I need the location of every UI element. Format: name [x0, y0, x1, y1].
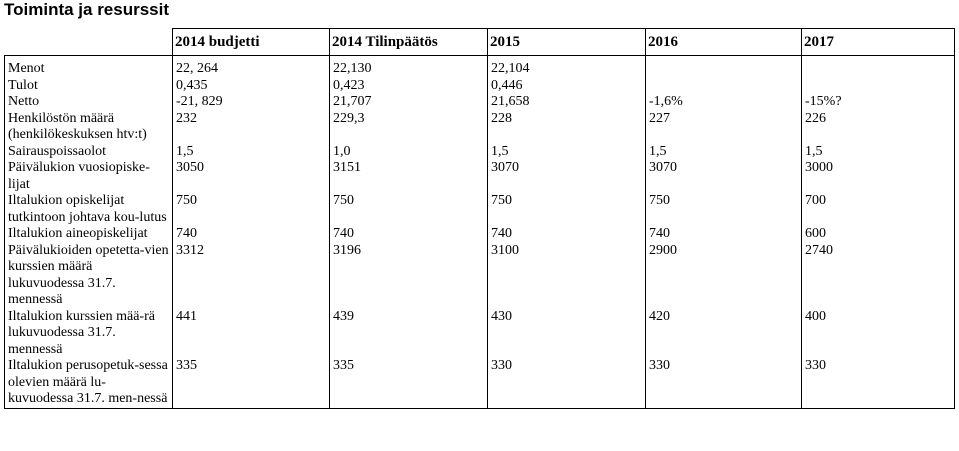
- table-cell: 740: [172, 226, 330, 243]
- table-row: Päivälukioiden opetetta-vien kurssien mä…: [4, 242, 955, 309]
- table-cell: 400: [801, 308, 955, 358]
- row-label: Menot: [4, 55, 173, 78]
- table-cell: 330: [645, 358, 802, 409]
- table-cell: [645, 55, 802, 78]
- table-cell: -1,6%: [645, 94, 802, 111]
- table-cell: 1,5: [801, 143, 955, 160]
- table-cell: 330: [801, 358, 955, 409]
- table-cell: -21, 829: [172, 94, 330, 111]
- table-cell: [801, 77, 955, 94]
- table-cell: 3070: [487, 160, 646, 193]
- row-label: Henkilöstön määrä (henkilökeskuksen htv:…: [4, 110, 173, 144]
- table-row: Tulot 0,435 0,423 0,446: [4, 77, 955, 94]
- table-cell: 2740: [801, 242, 955, 309]
- table-cell: 3196: [329, 242, 488, 309]
- row-label: Päivälukion vuosiopiske-lijat: [4, 160, 173, 193]
- header-2016: 2016: [645, 28, 802, 56]
- header-2015: 2015: [487, 28, 646, 56]
- header-empty: [4, 28, 173, 56]
- table-row: Päivälukion vuosiopiske-lijat 3050 3151 …: [4, 160, 955, 193]
- table-cell: 21,707: [329, 94, 488, 111]
- table-cell: 232: [172, 110, 330, 144]
- table-cell: 750: [329, 193, 488, 226]
- table-cell: 3151: [329, 160, 488, 193]
- table-row: Iltalukion opiskelijat tutkintoon johtav…: [4, 193, 955, 226]
- resources-table: 2014 budjetti 2014 Tilinpäätös 2015 2016…: [4, 28, 955, 409]
- table-cell: 700: [801, 193, 955, 226]
- table-cell: [645, 77, 802, 94]
- table-cell: [801, 55, 955, 78]
- row-label: Netto: [4, 94, 173, 111]
- row-label: Iltalukion opiskelijat tutkintoon johtav…: [4, 193, 173, 226]
- table-cell: 1,5: [172, 143, 330, 160]
- table-cell: 441: [172, 308, 330, 358]
- table-cell: 750: [172, 193, 330, 226]
- table-cell: 2900: [645, 242, 802, 309]
- table-cell: 335: [329, 358, 488, 409]
- table-cell: 3100: [487, 242, 646, 309]
- table-cell: 740: [329, 226, 488, 243]
- table-cell: 1,5: [487, 143, 646, 160]
- table-cell: 335: [172, 358, 330, 409]
- table-cell: 3000: [801, 160, 955, 193]
- row-label: Iltalukion kurssien mää-rä lukuvuodessa …: [4, 308, 173, 358]
- table-cell: 750: [645, 193, 802, 226]
- table-cell: 740: [645, 226, 802, 243]
- table-cell: 1,5: [645, 143, 802, 160]
- table-cell: 229,3: [329, 110, 488, 144]
- row-label: Iltalukion perusopetuk-sessa olevien mää…: [4, 358, 173, 409]
- table-cell: 226: [801, 110, 955, 144]
- table-cell: 3050: [172, 160, 330, 193]
- table-row: Iltalukion aineopiskelijat 740 740 740 7…: [4, 226, 955, 243]
- table-cell: 227: [645, 110, 802, 144]
- table-cell: 600: [801, 226, 955, 243]
- table-cell: 439: [329, 308, 488, 358]
- table-cell: 1,0: [329, 143, 488, 160]
- table-cell: 0,446: [487, 77, 646, 94]
- table-row: Sairauspoissaolot 1,5 1,0 1,5 1,5 1,5: [4, 143, 955, 160]
- table-row: Iltalukion kurssien mää-rä lukuvuodessa …: [4, 308, 955, 358]
- table-cell: 0,423: [329, 77, 488, 94]
- header-2017: 2017: [801, 28, 955, 56]
- table-row: Menot 22, 264 22,130 22,104: [4, 55, 955, 78]
- table-cell: 0,435: [172, 77, 330, 94]
- table-cell: 430: [487, 308, 646, 358]
- table-cell: 22, 264: [172, 55, 330, 78]
- table-cell: 3070: [645, 160, 802, 193]
- row-label: Sairauspoissaolot: [4, 143, 173, 160]
- table-cell: 21,658: [487, 94, 646, 111]
- row-label: Tulot: [4, 77, 173, 94]
- table-cell: 22,130: [329, 55, 488, 78]
- table-cell: 420: [645, 308, 802, 358]
- header-2014-budget: 2014 budjetti: [172, 28, 330, 56]
- table-row: Henkilöstön määrä (henkilökeskuksen htv:…: [4, 110, 955, 144]
- table-cell: 228: [487, 110, 646, 144]
- table-cell: -15%?: [801, 94, 955, 111]
- table-row: Iltalukion perusopetuk-sessa olevien mää…: [4, 358, 955, 409]
- row-label: Päivälukioiden opetetta-vien kurssien mä…: [4, 242, 173, 309]
- table-cell: 740: [487, 226, 646, 243]
- table-header-row: 2014 budjetti 2014 Tilinpäätös 2015 2016…: [4, 28, 955, 56]
- table-cell: 750: [487, 193, 646, 226]
- table-cell: 330: [487, 358, 646, 409]
- table-row: Netto -21, 829 21,707 21,658 -1,6% -15%?: [4, 94, 955, 111]
- table-cell: 22,104: [487, 55, 646, 78]
- page-title: Toiminta ja resurssit: [4, 0, 170, 19]
- header-2014-financial-statement: 2014 Tilinpäätös: [329, 28, 488, 56]
- table-cell: 3312: [172, 242, 330, 309]
- row-label: Iltalukion aineopiskelijat: [4, 226, 173, 243]
